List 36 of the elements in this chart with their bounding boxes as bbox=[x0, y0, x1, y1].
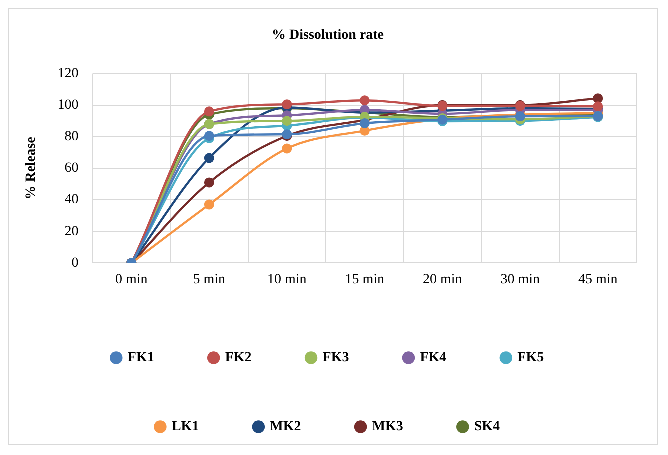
point bbox=[593, 102, 604, 112]
point bbox=[204, 106, 214, 117]
point bbox=[282, 100, 292, 110]
legend-label: SK4 bbox=[474, 420, 500, 435]
point bbox=[204, 178, 214, 188]
x-tick-label: 0 min bbox=[116, 272, 148, 288]
legend-label: FK4 bbox=[420, 350, 447, 366]
y-tick-label: 100 bbox=[58, 98, 79, 114]
chart-title: % Dissolution rate bbox=[272, 28, 384, 44]
x-tick-label: 15 min bbox=[345, 272, 385, 288]
y-tick-label: 0 bbox=[72, 256, 79, 271]
legend-label: FK1 bbox=[128, 350, 154, 366]
x-tick-label: 45 min bbox=[578, 272, 618, 288]
point bbox=[282, 116, 292, 126]
point bbox=[204, 200, 214, 210]
legend-label: LK1 bbox=[172, 420, 200, 435]
legend-label: MK2 bbox=[270, 420, 302, 435]
point bbox=[282, 144, 292, 154]
legend-label: FK3 bbox=[322, 350, 350, 366]
y-tick-label: 40 bbox=[64, 192, 79, 208]
x-tick-label: 20 min bbox=[423, 272, 462, 288]
legend-label: FK2 bbox=[225, 350, 252, 366]
y-tick-label: 120 bbox=[58, 66, 79, 82]
y-tick-label: 80 bbox=[64, 130, 79, 145]
point bbox=[360, 96, 370, 106]
legend-label: MK3 bbox=[372, 420, 404, 435]
y-tick-label: 20 bbox=[64, 224, 79, 240]
y-axis-title: % Release bbox=[24, 137, 40, 200]
x-tick-label: 5 min bbox=[193, 272, 226, 288]
point bbox=[204, 153, 214, 164]
y-tick-label: 60 bbox=[64, 161, 79, 176]
x-tick-label: 10 min bbox=[268, 272, 307, 288]
legend-label: FK5 bbox=[518, 350, 544, 366]
x-tick-label: 30 min bbox=[500, 272, 540, 288]
point bbox=[360, 118, 370, 129]
point bbox=[204, 131, 214, 142]
